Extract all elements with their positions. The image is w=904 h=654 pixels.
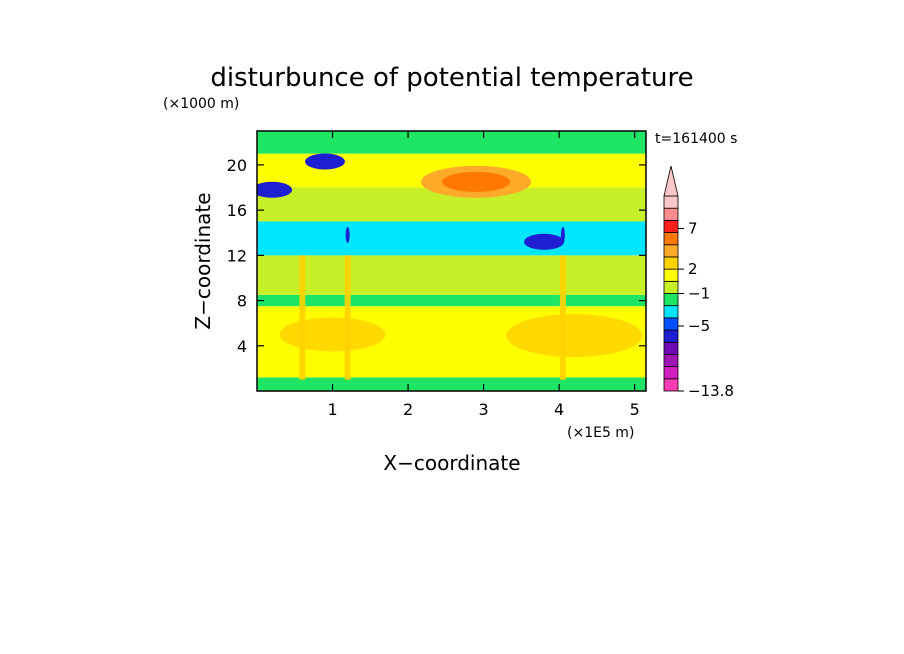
heatmap-band: [257, 221, 646, 256]
heatmap-tower: [559, 255, 566, 380]
colorbar-swatch: [663, 232, 679, 246]
heatmap-feature: [304, 153, 345, 170]
heatmap-tower: [299, 255, 306, 380]
y-tick-label: 16: [227, 201, 247, 220]
heatmap-band: [257, 255, 646, 295]
colorbar-swatch: [663, 207, 679, 221]
colorbar-arrow: [663, 165, 679, 197]
heatmap-feature: [345, 227, 350, 243]
time-label: t=161400 s: [655, 131, 737, 147]
heatmap-band: [257, 131, 646, 154]
heatmap-band: [257, 377, 646, 391]
colorbar-swatch: [663, 293, 679, 307]
colorbar-swatch: [663, 354, 679, 368]
colorbar-swatch: [663, 329, 679, 343]
colorbar-swatch: [663, 280, 679, 294]
colorbar-swatch: [663, 256, 679, 270]
colorbar-label: −5: [688, 317, 710, 335]
heatmap-feature: [524, 233, 565, 250]
colorbar: 7 2 −1 −5 −13.8: [663, 165, 734, 400]
y-axis-label: Z−coordinate: [191, 192, 215, 329]
heatmap-feature: [560, 227, 565, 243]
y-tick-label: 8: [237, 292, 247, 311]
heatmap-feature: [257, 181, 293, 198]
colorbar-swatch: [663, 268, 679, 282]
colorbar-swatch: [663, 366, 679, 380]
x-tick-label: 2: [403, 400, 413, 419]
x-unit-label: (×1E5 m): [567, 425, 634, 441]
plot-frame: [256, 130, 647, 392]
x-tick-label: 3: [479, 400, 489, 419]
heatmap-band: [257, 294, 646, 307]
colorbar-swatch: [663, 195, 679, 209]
chart-title: disturbunce of potential temperature: [210, 63, 693, 93]
colorbar-swatch: [663, 305, 679, 319]
heatmap-tower: [344, 255, 351, 380]
heatmap-feature: [442, 171, 511, 192]
heatmap-field: [257, 131, 646, 391]
colorbar-label: 2: [688, 260, 698, 278]
colorbar-swatch: [663, 244, 679, 258]
y-tick-label: 12: [227, 246, 247, 265]
y-unit-label: (×1000 m): [163, 96, 239, 112]
colorbar-swatch: [663, 378, 679, 392]
x-tick-label: 1: [327, 400, 337, 419]
y-tick-label: 4: [237, 337, 247, 356]
x-tick-label: 4: [554, 400, 564, 419]
x-tick-label: 5: [630, 400, 640, 419]
heatmap-warm-patch: [506, 314, 643, 358]
x-axis-label: X−coordinate: [383, 451, 520, 475]
colorbar-label: 7: [688, 220, 698, 238]
y-tick-label: 20: [227, 156, 247, 175]
colorbar-swatch: [663, 341, 679, 355]
heatmap-warm-patch: [279, 317, 386, 352]
colorbar-label: −1: [688, 285, 710, 303]
colorbar-swatch: [663, 317, 679, 331]
colorbar-label: −13.8: [688, 382, 734, 400]
colorbar-swatch: [663, 219, 679, 233]
